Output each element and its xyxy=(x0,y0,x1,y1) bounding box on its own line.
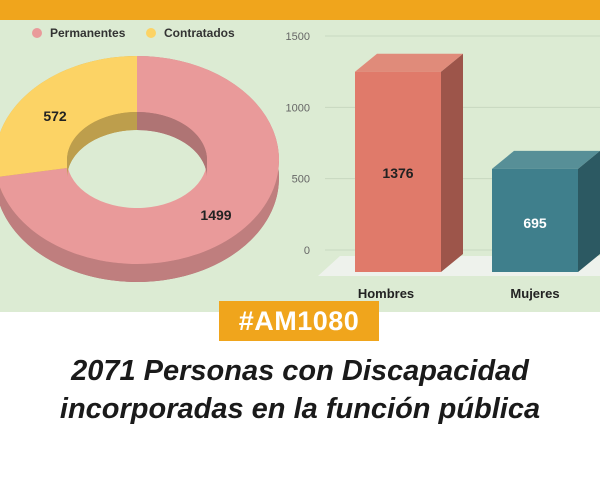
donut-slice-contratados xyxy=(0,56,137,177)
charts-canvas: Permanentes Contratados 1499 572 0 500 1000… xyxy=(0,26,600,301)
hashtag-badge: #AM1080 xyxy=(219,301,379,341)
bar-side-mujeres xyxy=(578,150,600,272)
legend-label-contratados: Contratados xyxy=(164,26,235,40)
bar-top-hombres xyxy=(355,53,463,72)
bar-side-hombres xyxy=(441,53,463,272)
bar-chart: 0 500 1000 1500 1376 Hombres 695 Mujeres xyxy=(286,31,600,301)
y-tick-label-500: 500 xyxy=(292,174,310,186)
headline: 2071 Personas con Discapacidad incorpora… xyxy=(0,352,600,428)
legend-swatch-permanentes xyxy=(32,28,42,38)
bar-top-mujeres xyxy=(492,150,600,169)
donut-hole-wall-0 xyxy=(137,112,207,177)
x-category-label-hombres: Hombres xyxy=(358,286,414,301)
headline-line-2: incorporadas en la función pública xyxy=(59,393,541,425)
legend-label-permanentes: Permanentes xyxy=(50,26,126,40)
legend-swatch-contratados xyxy=(146,28,156,38)
x-category-label-mujeres: Mujeres xyxy=(510,286,559,301)
donut-value-label-permanentes: 1499 xyxy=(200,207,231,223)
bar-hombres xyxy=(355,71,441,272)
top-accent-bar xyxy=(0,0,600,20)
y-tick-label-1500: 1500 xyxy=(286,31,310,43)
bar-value-label-mujeres: 695 xyxy=(523,215,547,231)
y-tick-label-1000: 1000 xyxy=(286,102,310,114)
donut-slice-permanentes xyxy=(0,56,279,264)
headline-line-1: 2071 Personas con Discapacidad xyxy=(71,355,529,387)
bar-value-label-hombres: 1376 xyxy=(382,165,413,181)
chart-panel: Permanentes Contratados 1499 572 0 500 1000… xyxy=(0,20,600,312)
y-tick-label-0: 0 xyxy=(304,245,310,257)
donut-value-label-contratados: 572 xyxy=(43,108,67,124)
donut-chart: 1499 572 xyxy=(0,56,279,282)
donut-hole-wall-1 xyxy=(67,112,137,178)
bar-mujeres xyxy=(492,168,578,272)
